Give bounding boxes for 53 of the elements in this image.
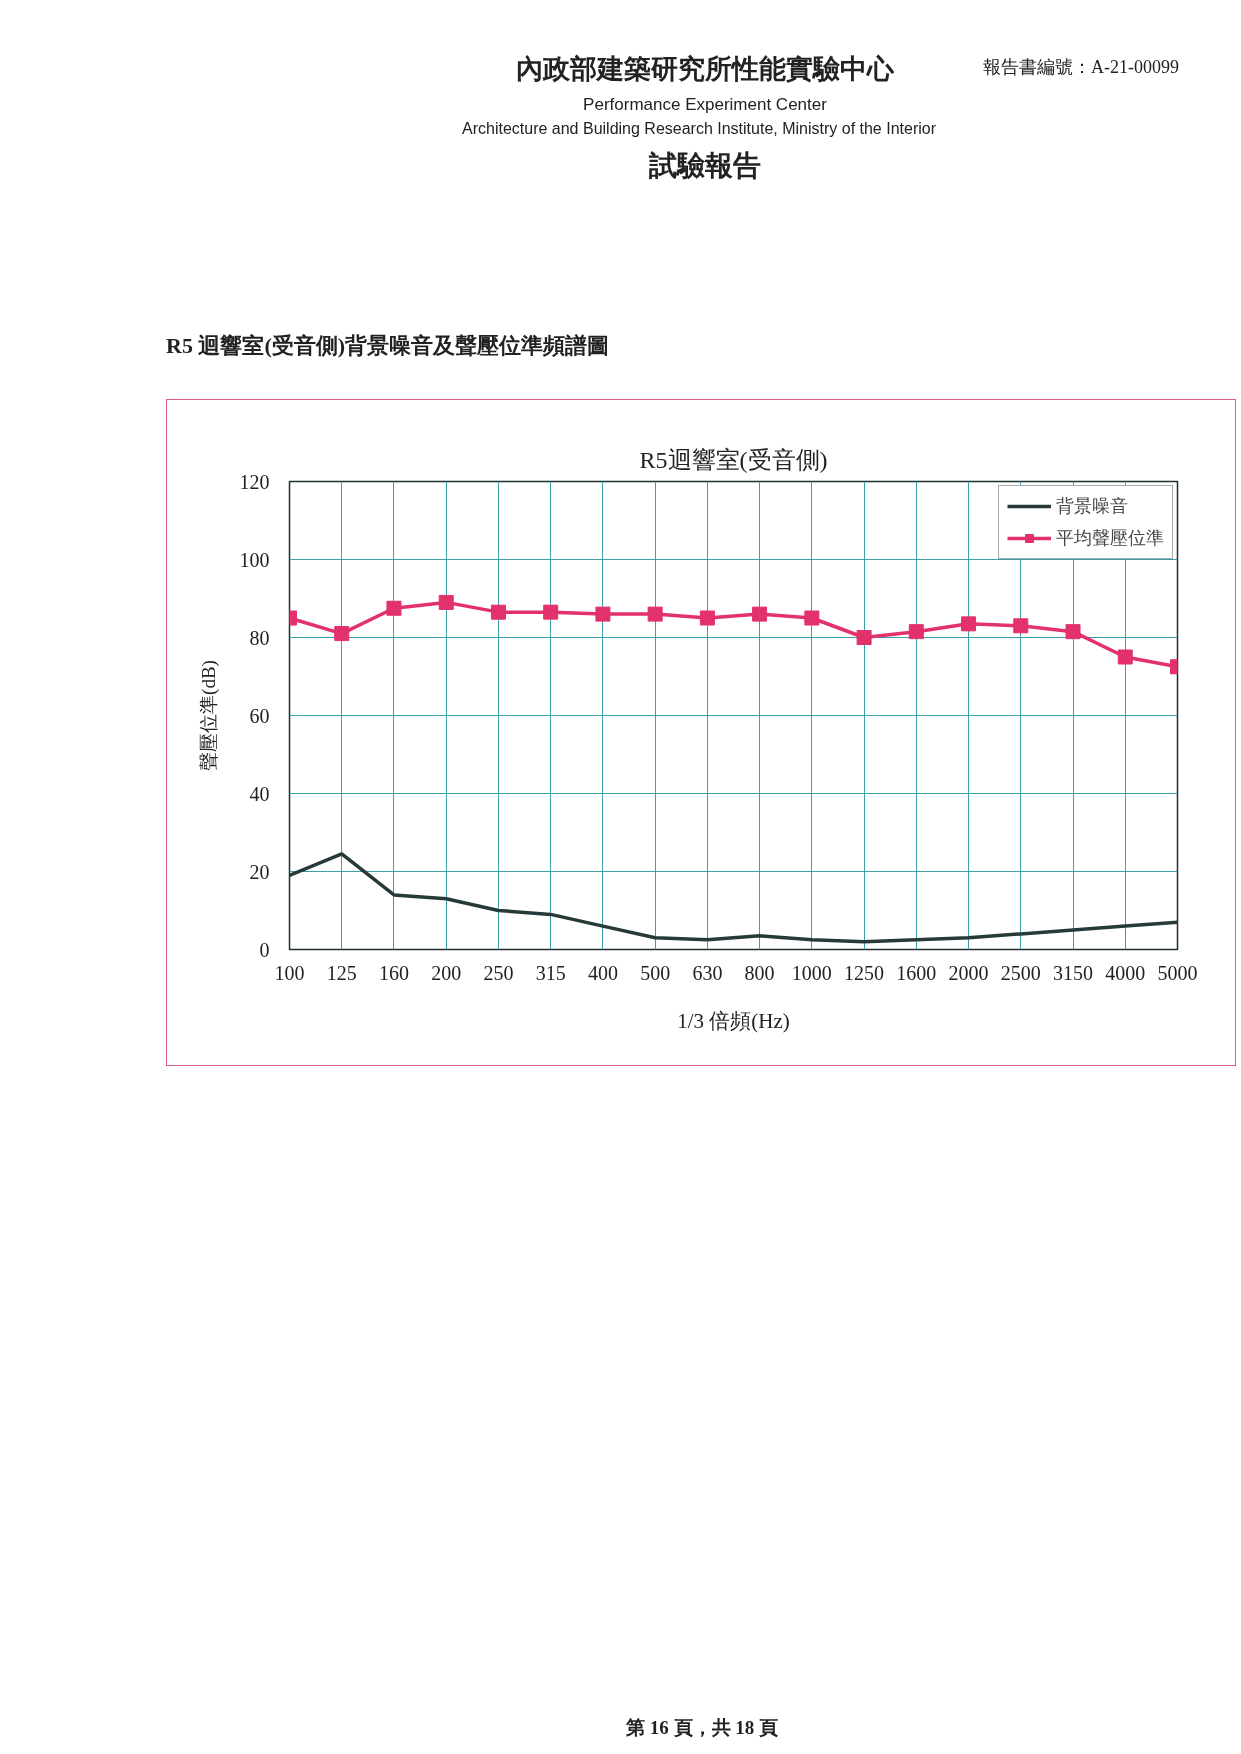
x-tick-label: 1600 [896, 961, 937, 984]
y-axis-title: 聲壓位準(dB) [197, 660, 220, 771]
point [647, 606, 663, 622]
y-tick-label: 20 [249, 860, 270, 883]
x-tick-label: 3150 [1053, 961, 1094, 984]
point [908, 624, 924, 640]
x-tick-label: 400 [587, 961, 618, 984]
x-tick-label: 630 [692, 961, 723, 984]
point [386, 600, 402, 616]
point [543, 604, 559, 620]
point [1013, 618, 1029, 634]
chart-title: R5迴響室(受音側) [639, 446, 828, 473]
x-tick-label: 4000 [1105, 961, 1146, 984]
x-tick-label: 500 [640, 961, 671, 984]
y-tick-label: 100 [239, 548, 270, 571]
x-tick-label: 2000 [948, 961, 989, 984]
y-tick-label: 80 [249, 626, 270, 649]
point [595, 606, 611, 622]
text: 第 16 頁，共 18 頁 [626, 1716, 778, 1740]
point [752, 606, 768, 622]
point [856, 630, 872, 645]
y-tick-label: 40 [249, 782, 270, 805]
x-tick-label: 1000 [791, 961, 832, 984]
text: R5 迴響室(受音側)背景噪音及聲壓位準頻譜圖 [166, 332, 610, 360]
x-axis-title: 1/3 倍頻(Hz) [677, 1008, 790, 1033]
text: Performance Experiment Center [583, 94, 827, 116]
x-tick-label: 250 [483, 961, 514, 984]
point [699, 610, 715, 626]
point [961, 616, 977, 632]
x-tick-label: 5000 [1157, 961, 1198, 984]
point [334, 626, 350, 642]
text: 內政部建築研究所性能實驗中心 [516, 53, 894, 86]
y-tick-label: 120 [239, 470, 270, 493]
x-tick-label: 100 [274, 961, 305, 984]
x-tick-label: 315 [535, 961, 566, 984]
legend-label: 背景噪音 [1056, 495, 1128, 518]
legend-label: 平均聲壓位準 [1056, 527, 1164, 550]
x-tick-label: 125 [326, 961, 357, 984]
text: 報告書編號：A-21-00099 [983, 56, 1179, 79]
point [1065, 624, 1081, 640]
y-tick-label: 60 [249, 704, 270, 727]
x-tick-label: 200 [431, 961, 462, 984]
text: 試驗報告 [649, 149, 761, 183]
point [1117, 649, 1133, 665]
y-tick-label: 0 [259, 938, 270, 961]
x-tick-label: 2500 [1000, 961, 1041, 984]
point [804, 610, 820, 626]
x-tick-label: 1250 [844, 961, 885, 984]
x-tick-label: 800 [744, 961, 775, 984]
x-tick-label: 160 [378, 961, 409, 984]
point [490, 604, 506, 620]
text: Architecture and Building Research Institute, Ministry of the Interior [462, 119, 936, 139]
point [438, 594, 454, 610]
